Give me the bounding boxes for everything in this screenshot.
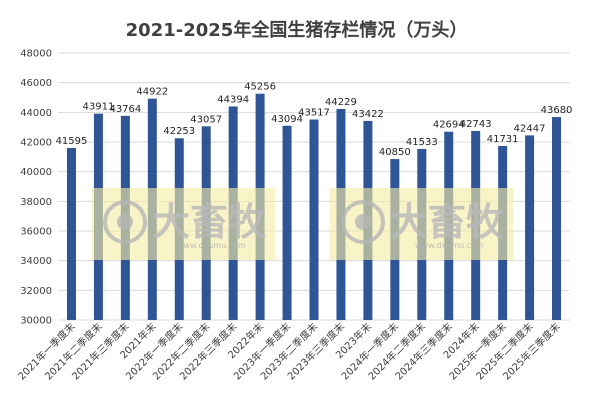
watermark-brand: 大畜牧	[152, 200, 267, 244]
bar	[282, 125, 292, 320]
data-label: 44394	[217, 94, 249, 105]
y-tick-label: 32000	[20, 286, 52, 297]
y-tick-label: 44000	[20, 108, 52, 119]
data-label: 43680	[541, 105, 573, 116]
chart-title: 2021-2025年全国生猪存栏情况（万头）	[125, 20, 468, 41]
data-label: 41731	[487, 134, 519, 145]
data-label: 43057	[190, 114, 222, 125]
bar	[66, 148, 76, 320]
data-label: 43094	[271, 114, 303, 125]
y-tick-label: 34000	[20, 256, 52, 267]
data-label: 41595	[56, 136, 88, 147]
y-tick-label: 46000	[20, 78, 52, 89]
watermark-logo-dot	[117, 214, 133, 230]
data-label: 42447	[514, 123, 546, 134]
data-label: 43764	[109, 104, 141, 115]
data-label: 43517	[298, 107, 330, 118]
y-tick-label: 40000	[20, 167, 52, 178]
watermark-logo-icon	[341, 200, 385, 244]
data-label: 43422	[352, 109, 384, 120]
bar	[552, 117, 562, 320]
data-label: 44922	[136, 87, 168, 98]
data-label: 44229	[325, 97, 357, 108]
bar	[309, 119, 319, 320]
data-label: 43911	[83, 102, 115, 113]
data-label: 40850	[379, 147, 411, 158]
y-tick-label: 48000	[20, 49, 52, 60]
data-label: 42694	[433, 120, 465, 131]
watermark-logo-icon	[103, 200, 147, 244]
data-label: 42253	[163, 126, 195, 137]
y-tick-label: 38000	[20, 197, 52, 208]
watermark-logo-dot	[355, 214, 371, 230]
bar	[525, 135, 535, 320]
watermark-url: www.dxumu.com	[415, 241, 484, 250]
data-label: 41533	[406, 137, 438, 148]
y-tick-label: 30000	[20, 316, 52, 327]
data-label: 45256	[244, 82, 276, 93]
y-tick-label: 36000	[20, 227, 52, 238]
watermark-brand: 大畜牧	[390, 200, 505, 244]
y-tick-label: 42000	[20, 138, 52, 149]
watermark-url: www.dxumu.com	[177, 241, 246, 250]
data-label: 42743	[460, 119, 492, 130]
